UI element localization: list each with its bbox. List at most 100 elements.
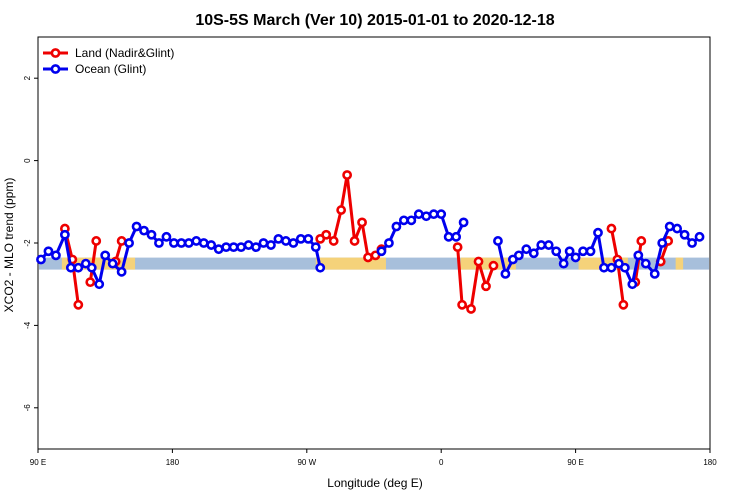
- x-tick-label: 180: [166, 458, 180, 467]
- data-point: [228, 242, 239, 253]
- legend-marker: [50, 64, 61, 74]
- data-point: [321, 229, 332, 240]
- data-point: [107, 258, 118, 269]
- series-line: [319, 173, 383, 259]
- data-point: [161, 231, 172, 242]
- data-point: [336, 205, 347, 215]
- y-tick-label: -4: [23, 321, 32, 329]
- data-point: [457, 299, 468, 310]
- x-tick-label: 180: [703, 458, 717, 467]
- data-point: [636, 236, 647, 246]
- data-point: [500, 268, 511, 279]
- data-point: [513, 250, 524, 261]
- data-point: [73, 262, 84, 273]
- data-point: [288, 238, 299, 248]
- data-point: [328, 236, 339, 246]
- data-point: [363, 252, 373, 263]
- data-point: [687, 238, 697, 248]
- x-tick-label: 90 W: [297, 458, 316, 467]
- data-point: [528, 248, 539, 259]
- data-point: [236, 242, 246, 253]
- data-point: [606, 223, 617, 234]
- data-point: [421, 211, 432, 222]
- data-point: [85, 277, 96, 288]
- data-point: [627, 279, 638, 290]
- data-point: [51, 250, 61, 261]
- data-point: [303, 233, 314, 244]
- data-point: [633, 250, 644, 261]
- data-point: [168, 238, 179, 248]
- data-point: [280, 236, 291, 246]
- data-point: [443, 231, 454, 242]
- data-point: [466, 304, 476, 314]
- y-tick-label: -2: [23, 239, 32, 247]
- y-axis-label: XCO2 - MLO trend (ppm): [2, 178, 16, 313]
- data-point: [558, 258, 569, 269]
- series-line: [88, 240, 98, 283]
- legend-marker: [50, 48, 61, 58]
- data-point: [406, 215, 417, 226]
- data-point: [618, 299, 629, 310]
- data-point: [94, 279, 105, 290]
- data-point: [295, 233, 306, 244]
- data-point: [481, 281, 491, 292]
- y-tick-label: -6: [23, 404, 32, 412]
- data-point: [65, 262, 76, 273]
- chart-title: 10S-5S March (Ver 10) 2015-01-01 to 2020…: [195, 12, 554, 29]
- data-point: [649, 268, 660, 279]
- data-point: [564, 246, 575, 257]
- data-point: [100, 250, 111, 261]
- data-point: [342, 170, 353, 180]
- data-point: [451, 231, 462, 242]
- data-point: [413, 209, 424, 220]
- data-point: [551, 246, 562, 257]
- data-point: [606, 262, 617, 273]
- data-point: [536, 240, 547, 250]
- x-tick-label: 0: [439, 458, 444, 467]
- data-point: [570, 252, 581, 263]
- data-point: [543, 240, 554, 250]
- data-point: [599, 262, 609, 273]
- data-point: [349, 236, 360, 246]
- data-point: [315, 262, 326, 273]
- legend: Land (Nadir&Glint) Ocean (Glint): [43, 46, 174, 76]
- series-line: [456, 247, 495, 311]
- data-point: [493, 236, 503, 246]
- data-point: [488, 260, 499, 271]
- data-point: [191, 236, 202, 246]
- data-point: [585, 246, 596, 257]
- data-point: [43, 246, 54, 257]
- data-point: [694, 231, 705, 242]
- data-point: [116, 266, 127, 277]
- data-point: [146, 229, 157, 240]
- data-point: [154, 238, 164, 248]
- data-point: [198, 238, 209, 248]
- data-point: [213, 244, 224, 255]
- data-point: [221, 242, 232, 253]
- data-point: [91, 236, 102, 246]
- data-point: [436, 209, 447, 220]
- data-point: [59, 229, 70, 240]
- data-point: [664, 221, 675, 232]
- y-tick-label: 0: [23, 158, 32, 163]
- data-point: [86, 262, 97, 273]
- data-point: [273, 233, 284, 244]
- data-point: [116, 236, 127, 246]
- data-point: [139, 225, 149, 236]
- data-point: [176, 238, 187, 248]
- data-point: [619, 262, 630, 273]
- data-point: [266, 240, 276, 250]
- data-point: [357, 217, 367, 228]
- data-point: [376, 246, 387, 257]
- data-point: [521, 244, 532, 255]
- data-point: [310, 242, 321, 253]
- data-point: [593, 227, 603, 238]
- data-point: [251, 242, 261, 253]
- data-point: [131, 221, 142, 232]
- data-point: [398, 215, 409, 226]
- series-ocean: [36, 209, 705, 290]
- data-point: [578, 246, 588, 257]
- data-point: [243, 240, 254, 250]
- legend-label: Ocean (Glint): [75, 62, 146, 76]
- legend-label: Land (Nadir&Glint): [75, 46, 174, 60]
